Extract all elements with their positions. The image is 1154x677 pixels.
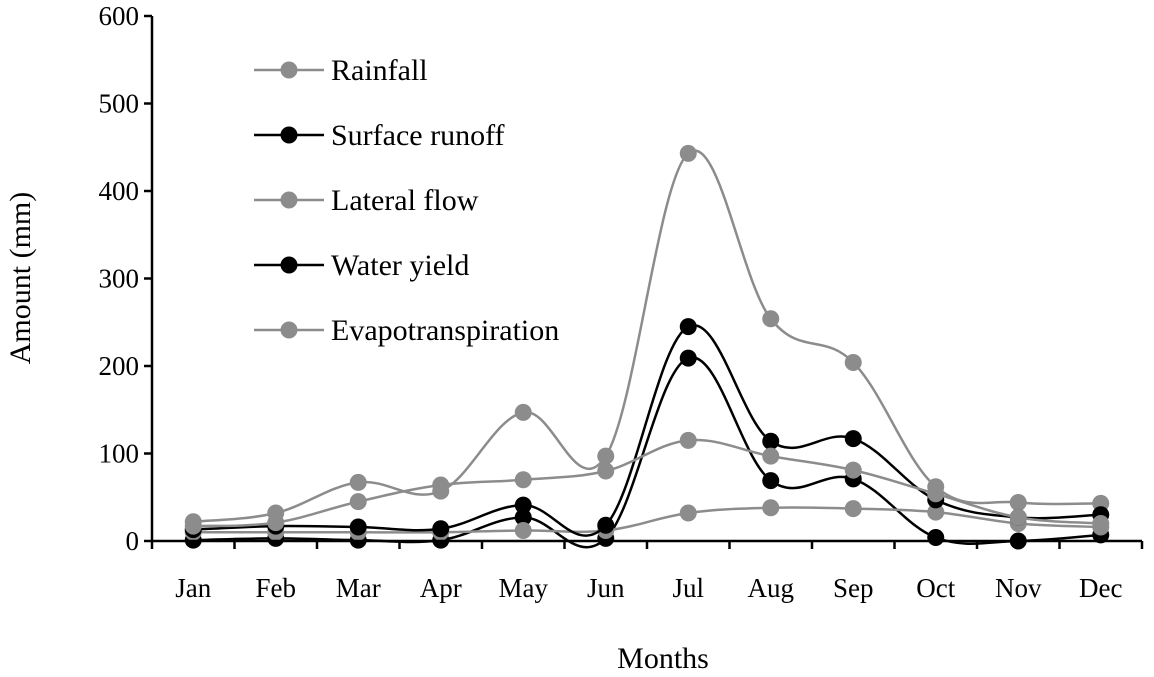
x-tick-label: Jul (672, 573, 704, 603)
x-tick-label: May (499, 573, 549, 603)
data-point-evapotranspiration (514, 471, 532, 489)
data-point-evapotranspiration (844, 461, 862, 479)
data-point-water-yield (844, 430, 862, 448)
legend-swatch-marker (280, 321, 298, 339)
series-line-evapotranspiration (193, 438, 1101, 528)
series-layer (184, 144, 1110, 550)
data-point-evapotranspiration (597, 462, 615, 480)
data-point-evapotranspiration (762, 447, 780, 465)
data-point-evapotranspiration (1009, 508, 1027, 526)
data-point-lateral-flow (762, 499, 780, 517)
series-evapotranspiration (184, 431, 1110, 535)
x-axis-ticks: Jan Feb Mar Apr May Jun Jul Aug Sep Oct Nov Dec (150, 541, 1144, 603)
legend-label: Surface runoff (331, 119, 505, 152)
series-surface-runoff (184, 349, 1110, 550)
legend-entry-rainfall: Rainfall (254, 54, 428, 87)
data-point-evapotranspiration (679, 431, 697, 449)
legend: Rainfall Surface runoff Lateral flow Water … (254, 54, 559, 347)
legend-swatch-marker (280, 61, 298, 79)
data-point-rainfall (514, 403, 532, 421)
data-point-evapotranspiration (927, 485, 945, 503)
data-point-rainfall (597, 447, 615, 465)
legend-label: Evapotranspiration (331, 314, 559, 347)
data-point-evapotranspiration (432, 476, 450, 494)
legend-swatch-marker (280, 126, 298, 144)
data-point-water-yield (349, 518, 367, 536)
data-point-evapotranspiration (184, 517, 202, 535)
x-tick-label: Jan (175, 573, 211, 603)
data-point-surface-runoff (514, 508, 532, 526)
y-tick-label: 100 (99, 439, 140, 469)
data-point-lateral-flow (679, 504, 697, 522)
legend-swatch-marker (280, 256, 298, 274)
x-tick-label: Mar (336, 573, 381, 603)
data-point-lateral-flow (844, 500, 862, 518)
legend-label: Water yield (331, 249, 469, 282)
data-point-water-yield (762, 432, 780, 450)
data-point-surface-runoff (927, 529, 945, 546)
x-tick-label: Jun (587, 573, 625, 603)
y-tick-label: 0 (126, 526, 140, 556)
x-tick-label: Oct (916, 573, 955, 603)
y-axis-ticks: 0 100 200 300 400 500 600 (99, 1, 152, 556)
x-tick-label: Dec (1079, 573, 1122, 603)
x-tick-label: Sep (833, 573, 874, 603)
axes (150, 16, 1142, 543)
data-point-surface-runoff (679, 349, 697, 367)
data-point-surface-runoff (762, 472, 780, 490)
x-tick-label: Aug (748, 573, 795, 603)
legend-entry-surface-runoff: Surface runoff (254, 119, 505, 152)
series-line-lateral-flow (193, 506, 1101, 534)
data-point-water-yield (679, 318, 697, 336)
data-point-rainfall (762, 310, 780, 328)
y-tick-label: 500 (99, 89, 140, 119)
series-line-rainfall (193, 149, 1101, 523)
data-point-evapotranspiration (349, 493, 367, 511)
legend-label: Lateral flow (331, 184, 479, 217)
data-point-water-yield (514, 496, 532, 514)
x-tick-label: Feb (256, 573, 297, 603)
legend-swatch-marker (280, 191, 298, 209)
legend-entry-lateral-flow: Lateral flow (254, 184, 479, 217)
y-tick-label: 200 (99, 351, 140, 381)
x-axis-title: Months (617, 642, 709, 675)
data-point-rainfall (679, 144, 697, 162)
data-point-water-yield (597, 516, 615, 534)
y-tick-label: 400 (99, 176, 140, 206)
y-tick-label: 300 (99, 264, 140, 294)
series-line-surface-runoff (193, 356, 1101, 549)
data-point-rainfall (844, 354, 862, 371)
legend-entry-water-yield: Water yield (254, 249, 469, 282)
x-tick-label: Apr (420, 573, 462, 603)
legend-label: Rainfall (331, 54, 428, 87)
data-point-rainfall (349, 473, 367, 491)
legend-entry-evapotranspiration: Evapotranspiration (254, 314, 559, 347)
data-point-evapotranspiration (1092, 515, 1110, 532)
data-point-evapotranspiration (267, 514, 285, 532)
data-point-water-yield (432, 520, 450, 538)
data-point-lateral-flow (927, 503, 945, 521)
data-point-rainfall (1009, 494, 1027, 511)
data-point-lateral-flow (514, 522, 532, 539)
y-axis-title: Amount (mm) (4, 192, 37, 365)
y-tick-label: 600 (99, 1, 140, 31)
series-rainfall (184, 144, 1110, 531)
x-tick-label: Nov (995, 573, 1042, 603)
